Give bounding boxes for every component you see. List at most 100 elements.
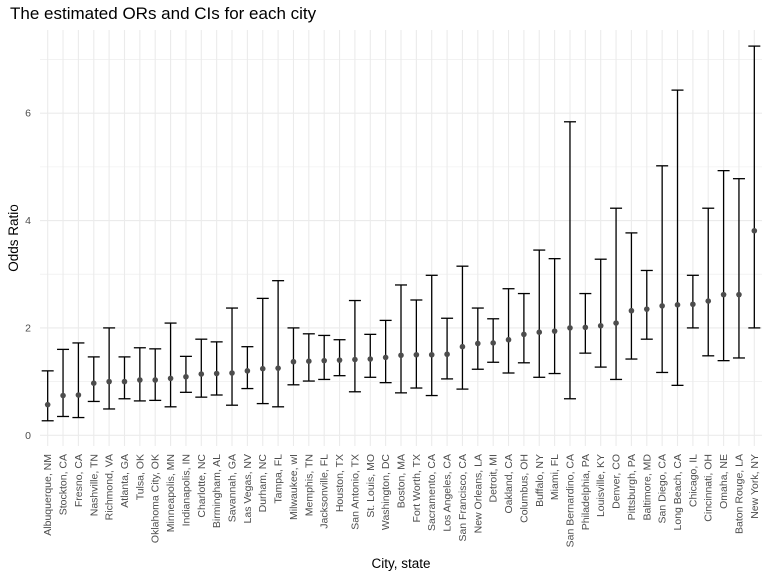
error-bar [610, 207, 623, 381]
estimate-point [659, 303, 665, 309]
estimate-point [674, 302, 681, 308]
error-bar [149, 348, 162, 402]
error-bar [133, 347, 146, 402]
x-tick-label: Albuquerque, NM [42, 454, 54, 536]
x-tick-label: Omaha, NE [718, 454, 730, 509]
x-tick-label: Boston, MA [396, 454, 408, 508]
estimate-point [44, 401, 51, 408]
estimate-point [567, 325, 573, 331]
estimate-point [183, 373, 189, 380]
error-bar [348, 299, 361, 393]
estimate-point [244, 368, 251, 374]
x-axis-title: City, state [371, 556, 430, 571]
estimate-point [198, 371, 205, 377]
x-tick-label: Fort Worth, TX [411, 454, 423, 522]
error-bar [210, 341, 223, 396]
x-tick-label: Memphis, TN [303, 454, 315, 516]
x-tick-label: San Antonio, TX [349, 454, 361, 530]
y-axis-ticks: 0 2 4 6 [25, 108, 31, 442]
estimate-point [321, 357, 327, 364]
x-tick-label: Minneapolis, MN [165, 454, 177, 532]
error-bar [671, 89, 684, 386]
error-bar [256, 297, 269, 405]
x-tick-label: San Diego, CA [657, 454, 669, 523]
x-tick-label: Jacksonville, FL [319, 454, 331, 529]
error-bar [72, 342, 85, 419]
estimate-point [229, 370, 235, 376]
estimate-point [643, 306, 650, 312]
error-bar [226, 307, 239, 406]
error-bar [502, 288, 515, 374]
x-tick-label: Savannah, GA [227, 454, 239, 522]
x-tick-label: Birmingham, AL [211, 454, 223, 528]
error-bar [533, 249, 546, 378]
error-bar [87, 356, 100, 403]
x-tick-label: Tampa, FL [273, 454, 285, 504]
x-tick-label: Sacramento, CA [426, 454, 438, 531]
estimate-point [490, 340, 496, 346]
x-tick-label: Indianapolis, IN [180, 454, 192, 526]
x-tick-label: Baton Rouge, LA [733, 454, 745, 534]
x-tick-label: Philadelphia, PA [580, 454, 592, 530]
x-tick-label: Tulsa, OK [134, 454, 146, 500]
error-bar [241, 346, 254, 390]
estimate-points [44, 227, 758, 408]
estimate-point [505, 336, 512, 343]
estimate-point [167, 375, 174, 382]
error-bar [425, 274, 438, 397]
estimate-point [275, 365, 281, 371]
error-bar [640, 269, 653, 340]
error-bar [302, 333, 315, 382]
x-tick-label: Atlanta, GA [119, 454, 131, 508]
x-tick-label: St. Louis, MO [365, 454, 377, 518]
estimate-point [597, 322, 604, 329]
error-bar [717, 169, 730, 362]
error-bars [41, 45, 761, 422]
error-bar [563, 121, 576, 400]
error-bar [625, 232, 638, 360]
estimate-point [336, 357, 343, 363]
x-tick-label: Miami, FL [549, 454, 561, 500]
x-tick-label: Los Angeles, CA [442, 454, 454, 532]
error-bar [287, 327, 300, 386]
chart-title: The estimated ORs and CIs for each city [10, 4, 317, 23]
x-tick-label: Denver, CO [611, 454, 623, 509]
x-tick-label: Houston, TX [334, 454, 346, 512]
x-tick-label: San Francisco, CA [457, 454, 469, 542]
estimate-point [60, 392, 66, 399]
estimate-point [75, 392, 82, 398]
estimate-point [413, 351, 420, 358]
estimate-point [521, 331, 527, 338]
error-bar [318, 334, 331, 381]
error-bar [594, 258, 607, 368]
estimate-point [475, 340, 481, 347]
x-tick-label: Oakland, CA [503, 454, 515, 514]
error-bar [364, 333, 377, 378]
estimate-point [213, 370, 220, 377]
y-tick-label: 6 [25, 108, 31, 120]
x-tick-label: Louisville, KY [595, 454, 607, 517]
error-bar [702, 207, 715, 357]
error-bar [164, 322, 177, 408]
y-tick-label: 4 [25, 215, 31, 227]
x-tick-label: Pittsburgh, PA [626, 454, 638, 520]
x-tick-label: San Bernardino, CA [564, 454, 576, 547]
estimate-point [121, 378, 128, 385]
estimate-point [90, 380, 97, 386]
x-tick-label: Baltimore, MD [641, 454, 653, 521]
x-tick-label: New York, NY [749, 454, 761, 519]
error-bar [732, 178, 745, 359]
y-tick-label: 0 [25, 430, 31, 442]
estimate-point [137, 377, 143, 383]
x-tick-label: Cincinnati, OH [703, 454, 715, 522]
estimate-point [613, 320, 619, 326]
estimate-point [352, 356, 358, 363]
estimate-point [306, 358, 312, 364]
error-bar [471, 307, 484, 370]
x-tick-label: New Orleans, LA [472, 454, 484, 533]
error-bar [57, 348, 70, 418]
estimate-point [444, 351, 450, 358]
x-tick-label: Fresno, CA [73, 454, 85, 507]
error-bar [41, 370, 54, 422]
estimate-point [106, 378, 112, 385]
